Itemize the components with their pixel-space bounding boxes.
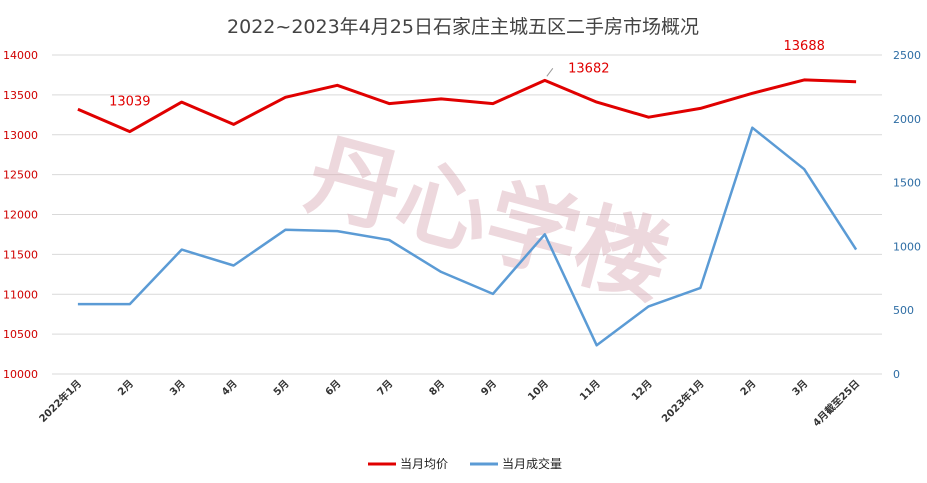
data-label-leader <box>546 68 554 77</box>
left-tick-label: 11000 <box>3 288 38 301</box>
x-tick-label: 2月 <box>738 378 758 398</box>
x-tick-label: 5月 <box>271 378 291 398</box>
series-line-当月均价 <box>77 78 857 134</box>
right-tick-label: 1000 <box>893 240 921 253</box>
left-tick-label: 14000 <box>3 49 38 62</box>
x-tick-label: 2022年1月 <box>36 377 84 425</box>
right-axis: 0 500 1000 1500 2000 2500 <box>893 49 921 381</box>
right-tick-label: 500 <box>893 304 914 317</box>
left-tick-label: 13500 <box>3 89 38 102</box>
right-tick-label: 1500 <box>893 177 921 190</box>
x-tick-label: 10月 <box>526 378 551 403</box>
x-tick-label: 12月 <box>629 378 654 403</box>
x-tick-label: 11月 <box>577 378 602 403</box>
left-tick-label: 11500 <box>3 248 38 261</box>
data-label: 13039 <box>109 95 150 110</box>
x-tick-label: 2月 <box>115 378 135 398</box>
x-tick-label: 3月 <box>790 378 810 398</box>
x-tick-label: 2023年1月 <box>659 377 707 425</box>
x-axis: 2022年1月 2月 3月 4月 5月 6月 7月 8月 9月 10月 11月 12月 2023年1月 2… <box>36 377 862 429</box>
series-line-当月成交量 <box>77 126 858 347</box>
x-tick-label: 9月 <box>479 378 499 398</box>
data-label: 13682 <box>568 61 609 76</box>
left-axis: 10000 10500 11000 11500 12000 12500 13000 13500… <box>3 49 38 381</box>
x-tick-label: 4月截至25日 <box>810 377 862 429</box>
data-label: 13688 <box>784 39 825 54</box>
chart-title: 2022~2023年4月25日石家庄主城五区二手房市场概况 <box>227 16 699 38</box>
left-tick-label: 12000 <box>3 209 38 222</box>
x-tick-label: 3月 <box>167 378 187 398</box>
legend-label: 当月均价 <box>400 457 448 471</box>
series-lines <box>77 78 858 347</box>
right-tick-label: 2500 <box>893 49 921 62</box>
x-tick-label: 4月 <box>219 378 239 398</box>
right-tick-label: 2000 <box>893 113 921 126</box>
gridlines <box>52 54 882 375</box>
legend-label: 当月成交量 <box>502 456 562 471</box>
data-labels: 13039 13682 13688 <box>109 39 825 110</box>
left-tick-label: 13000 <box>3 129 38 142</box>
legend: 当月均价 当月成交量 <box>368 456 562 471</box>
left-tick-label: 10000 <box>3 368 38 381</box>
watermark-text: 丹心学楼 <box>297 120 680 319</box>
left-tick-label: 10500 <box>3 328 38 341</box>
right-tick-label: 0 <box>893 368 900 381</box>
x-tick-label: 7月 <box>375 378 395 398</box>
x-tick-label: 6月 <box>323 378 343 398</box>
left-tick-label: 12500 <box>3 169 38 182</box>
x-tick-label: 8月 <box>427 378 447 398</box>
